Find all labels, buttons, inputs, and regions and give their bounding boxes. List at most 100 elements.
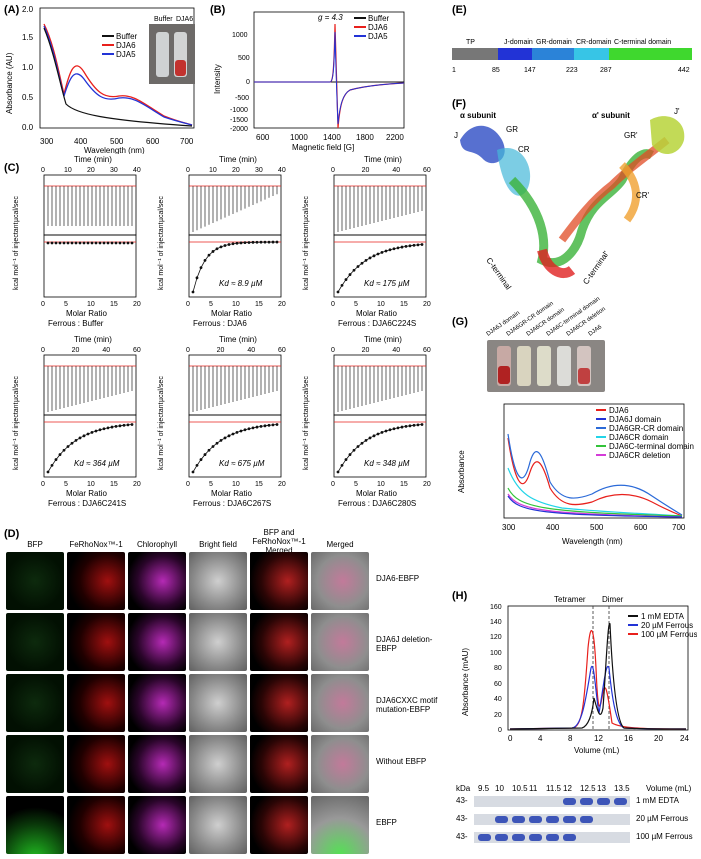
itc-molar-tick: 0 [331,301,335,308]
f-cterm: C-terminal [484,256,513,292]
itc-molar-tick: 5 [209,481,213,488]
gel-volume-label: Volume (mL) [646,784,692,793]
microscopy-image [128,552,186,610]
panel-a-ylabel: Absorbance (AU) [5,52,14,114]
gel-lane-label: 12 [563,784,572,793]
g-tube-5: DJA6 [588,324,604,338]
itc-time-tick: 40 [392,167,400,174]
itc-time-tick: 10 [64,167,72,174]
itc-time-tick: 40 [247,347,255,354]
h-ytick-6: 120 [490,634,502,641]
itc-molar-tick: 5 [64,301,68,308]
microscopy-column-header: FeRhoNox™-1 [69,540,123,549]
itc-molar-tick: 15 [255,481,263,488]
microscopy-image [189,552,247,610]
microscopy-column-header: BFP [27,540,43,549]
microscopy-image [67,613,125,671]
microscopy-image [311,552,369,610]
pos-1: 85 [492,67,500,74]
domain-cr: CR-domain [576,39,612,46]
panel-a-inset-label-0: Buffer [154,16,173,23]
microscopy-image [250,796,308,854]
itc-molar-title: Molar Ratio [211,309,252,318]
itc-lower-ylabel: kcal mol⁻¹ of injectant [303,222,310,290]
panel-b-xtick-1: 1000 [290,133,308,142]
itc-grid: Time (min) 0 10 20 30 40 µcal/sec kcal mol⁻¹ of… [4,150,434,510]
f-alpha-subunit: α subunit [460,111,496,120]
itc-time-tick: 0 [41,167,45,174]
microscopy-image [311,735,369,793]
itc-time-tick: 0 [186,167,190,174]
itc-molar-tick: 20 [133,481,141,488]
panel-b-xtick-2: 1400 [323,133,341,142]
h-ytick-1: 20 [494,712,502,719]
gel-band [529,834,542,841]
itc-molar-tick: 10 [377,481,385,488]
gel-lane-label: 11 [529,784,538,793]
h-xtick-2: 8 [568,734,573,743]
microscopy-image [67,552,125,610]
microscopy-image [67,735,125,793]
itc-molar-tick: 20 [278,481,286,488]
itc-time-tick: 0 [331,347,335,354]
microscopy-image [67,796,125,854]
itc-data-point [46,241,50,245]
microscopy-image [311,674,369,732]
itc-time-tick: 60 [133,347,141,354]
itc-molar-title: Molar Ratio [356,309,397,318]
g-legend-0: DJA6 [609,406,629,415]
g-legend-5: DJA6CR deletion [609,451,670,460]
gel-band [563,798,576,805]
h-legend-0: 1 mM EDTA [641,612,685,621]
itc-time-tick: 0 [331,167,335,174]
panel-h-label: (H) [452,590,468,602]
f-cterm-prime: C-terminal' [581,249,611,286]
itc-kd-label: Kd ≈ 175 µM [364,279,410,288]
itc-lower-ylabel: kcal mol⁻¹ of injectant [13,222,20,290]
panel-b-ylabel: Intensity [213,64,222,94]
microscopy-grid: BFP FeRhoNox™-1 Chlorophyll Bright field BFP… [0,528,440,859]
itc-lower-ylabel: kcal mol⁻¹ of injectant [158,222,165,290]
panel-a-legend-2: DJA5 [116,50,136,59]
pos-3: 223 [566,67,578,74]
itc-molar-tick: 10 [377,301,385,308]
microscopy-image [189,674,247,732]
h-xtick-3: 12 [594,734,603,743]
panel-b-ytick-5: -1500 [230,117,248,124]
g-xtick-0: 300 [502,523,516,532]
microscopy-image [6,613,64,671]
itc-molar-tick: 0 [186,301,190,308]
itc-cell-title: Ferrous : DJA6 [193,319,247,328]
microscopy-image [128,674,186,732]
panel-a-chart: 300 400 500 600 700 0.0 0.5 1.0 1.5 2.0 … [5,5,195,154]
g-tube-0: DJA6J domain [486,310,521,337]
microscopy-image [250,735,308,793]
itc-upper-ylabel: µcal/sec [13,196,20,222]
itc-molar-tick: 15 [400,481,408,488]
itc-molar-tick: 5 [64,481,68,488]
h-ytick-8: 160 [490,604,502,611]
gel-strip [474,832,630,843]
panel-a-legend-1: DJA6 [116,41,136,50]
panel-g-chart: DJA6 DJA6J domain DJA6GR-CR domain DJA6C… [457,403,694,546]
gel-lane-label: 10 [495,784,504,793]
panel-a-legend-0: Buffer [116,32,138,41]
h-ytick-3: 60 [494,681,502,688]
itc-data-point [130,241,134,245]
itc-time-tick: 20 [362,167,370,174]
g-legend-4: DJA6C-terminal domain [609,442,694,451]
gel-lane-label: 9.5 [478,784,490,793]
panel-b-ytick-2: 0 [246,79,250,86]
gel-kda-marker: 43- [456,814,468,823]
itc-molar-tick: 20 [423,481,431,488]
itc-lower-ylabel: kcal mol⁻¹ of injectant [158,402,165,470]
gel-band [580,798,593,805]
itc-data-point [110,241,114,245]
itc-molar-tick: 20 [278,301,286,308]
gel-strip [474,796,630,807]
itc-data-point [118,241,122,245]
itc-cell-title: Ferrous : DJA6C224S [338,319,416,328]
itc-data-point [94,241,98,245]
h-xtick-1: 4 [538,734,543,743]
